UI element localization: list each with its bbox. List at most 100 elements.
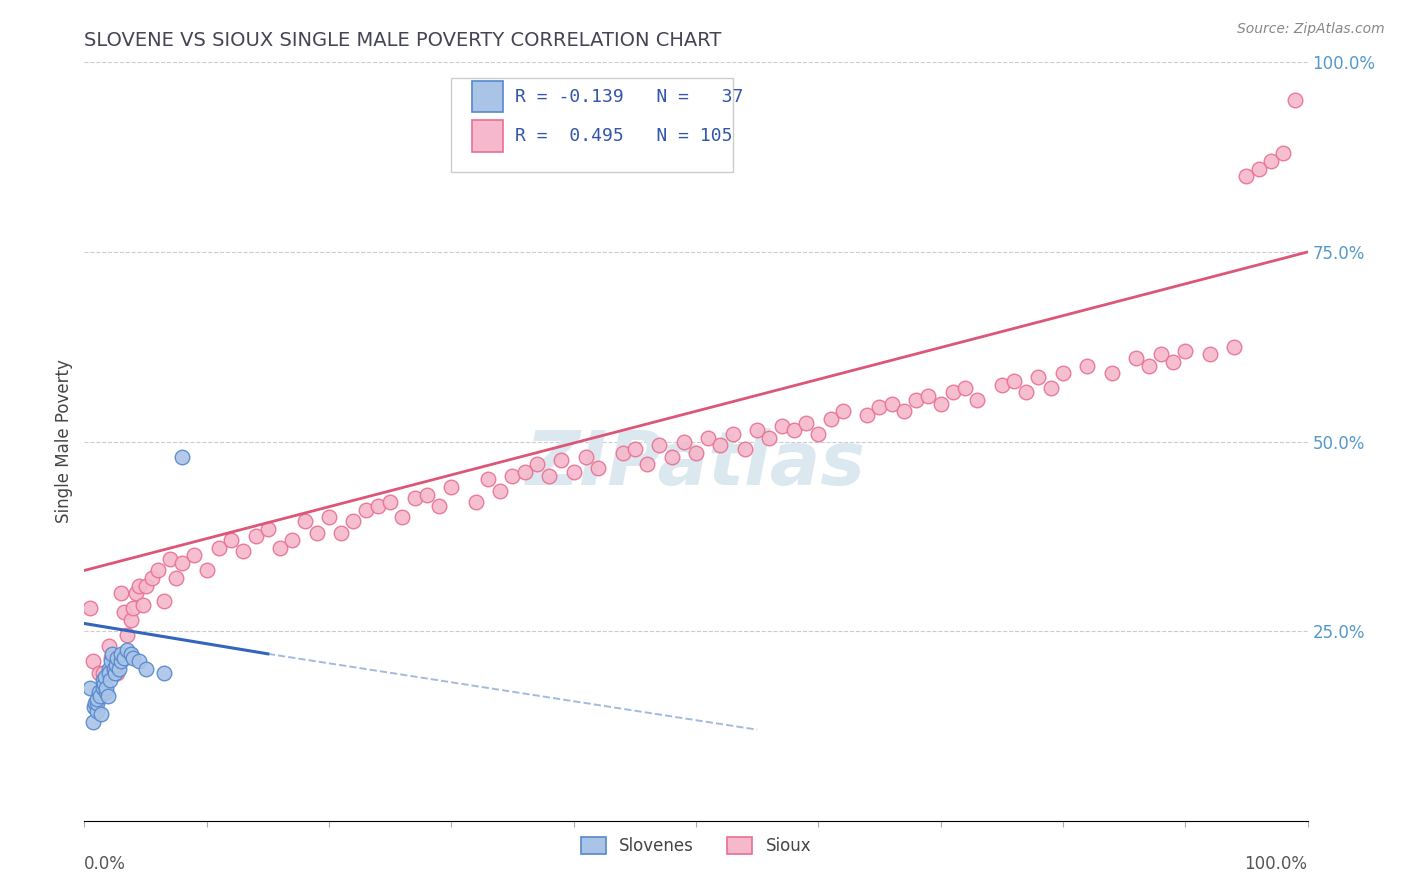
Point [1260, 153, 1282, 168]
Point [172, 450, 194, 464]
Point [86, 704, 108, 718]
Point [318, 510, 340, 524]
Point [100, 650, 122, 665]
Point [893, 404, 915, 418]
FancyBboxPatch shape [472, 120, 503, 152]
Point [477, 473, 499, 487]
Point [281, 533, 304, 548]
Point [612, 446, 634, 460]
Point [404, 491, 426, 506]
Point [1052, 366, 1074, 380]
Point [734, 442, 756, 457]
Point [97, 665, 120, 680]
Point [141, 571, 163, 585]
Point [86, 692, 108, 706]
Point [112, 650, 135, 665]
Point [96, 681, 118, 695]
Point [636, 458, 658, 472]
Point [132, 598, 155, 612]
Point [87, 685, 110, 699]
Point [550, 453, 572, 467]
Point [416, 487, 439, 501]
Point [91, 673, 114, 688]
Point [294, 514, 316, 528]
Point [953, 382, 976, 396]
Point [807, 427, 830, 442]
Point [783, 423, 806, 437]
FancyBboxPatch shape [451, 78, 733, 172]
Point [648, 438, 671, 452]
Point [94, 669, 117, 683]
Y-axis label: Single Male Poverty: Single Male Poverty [55, 359, 73, 524]
Point [104, 665, 127, 680]
Point [87, 665, 110, 680]
Point [354, 503, 377, 517]
Point [1236, 169, 1258, 184]
Point [661, 450, 683, 464]
Text: 0.0%: 0.0% [84, 855, 127, 872]
Point [856, 408, 879, 422]
Text: 100.0%: 100.0% [1244, 855, 1308, 872]
Point [770, 419, 793, 434]
Point [128, 579, 150, 593]
Point [208, 541, 231, 555]
Point [93, 677, 115, 691]
Point [84, 696, 107, 710]
Point [89, 689, 111, 703]
Point [380, 495, 402, 509]
Point [104, 658, 127, 673]
Point [91, 681, 114, 695]
FancyBboxPatch shape [472, 80, 503, 112]
Point [586, 461, 609, 475]
Point [685, 446, 707, 460]
Point [172, 556, 194, 570]
Point [1284, 94, 1306, 108]
Legend: Slovenes, Sioux: Slovenes, Sioux [574, 830, 818, 862]
Point [1161, 355, 1184, 369]
Point [105, 665, 128, 680]
Point [159, 552, 181, 566]
Text: Source: ZipAtlas.com: Source: ZipAtlas.com [1237, 22, 1385, 37]
Point [905, 392, 928, 407]
Point [1015, 385, 1038, 400]
Point [183, 548, 205, 563]
Point [97, 662, 120, 676]
Point [245, 529, 267, 543]
Point [165, 571, 187, 585]
Point [86, 696, 108, 710]
Point [330, 525, 353, 540]
Point [122, 601, 145, 615]
Point [575, 450, 598, 464]
Point [96, 685, 118, 699]
Point [709, 438, 731, 452]
Point [110, 586, 132, 600]
Point [966, 392, 988, 407]
Point [153, 594, 176, 608]
Point [672, 434, 695, 449]
Point [115, 628, 138, 642]
Point [367, 499, 389, 513]
Point [1076, 359, 1098, 373]
Point [917, 389, 939, 403]
Point [1198, 347, 1220, 361]
Point [125, 586, 148, 600]
Point [105, 650, 128, 665]
Point [100, 655, 122, 669]
Point [1150, 347, 1173, 361]
Point [1137, 359, 1160, 373]
Point [562, 465, 585, 479]
Point [219, 533, 242, 548]
Point [269, 541, 291, 555]
Point [820, 412, 842, 426]
Point [105, 658, 128, 673]
Text: SLOVENE VS SIOUX SINGLE MALE POVERTY CORRELATION CHART: SLOVENE VS SIOUX SINGLE MALE POVERTY COR… [84, 30, 721, 50]
Point [232, 544, 254, 558]
Point [721, 427, 744, 442]
Point [513, 465, 536, 479]
Point [101, 647, 124, 661]
Point [1101, 366, 1123, 380]
Point [146, 564, 169, 578]
Point [107, 662, 129, 676]
Point [538, 468, 561, 483]
Point [1028, 370, 1050, 384]
